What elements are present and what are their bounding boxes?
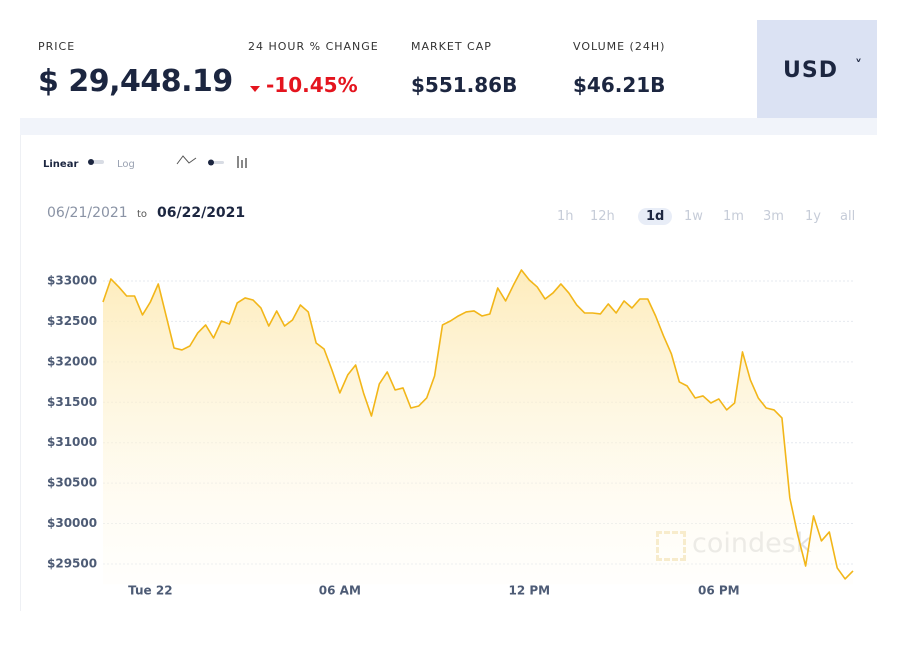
- x-tick-label: 06 PM: [698, 584, 740, 598]
- chevron: ˅: [855, 58, 863, 74]
- x-tick-label: 06 AM: [319, 584, 361, 598]
- y-tick-label: $31500: [47, 395, 97, 409]
- toggle[interactable]: [88, 159, 104, 165]
- date-sep: to: [137, 209, 148, 220]
- stat-label: PRICE: [38, 40, 76, 53]
- y-tick-label: $33000: [47, 273, 97, 287]
- y-tick-label: $32000: [47, 354, 97, 368]
- range-button[interactable]: all: [840, 209, 856, 224]
- x-tick-label: 12 PM: [509, 584, 551, 598]
- currency-select[interactable]: USD ˅: [757, 20, 877, 118]
- y-tick-label: $29500: [47, 556, 97, 570]
- stat-label: 24 HOUR % CHANGE: [248, 40, 379, 53]
- stat-value: $46.21B: [573, 73, 666, 97]
- stat-value: $551.86B: [411, 73, 518, 97]
- range-button[interactable]: 3m: [763, 209, 784, 224]
- down-arrow: [250, 86, 260, 92]
- x-tick-label: Tue 22: [128, 584, 172, 598]
- date-from: 06/21/2021: [47, 205, 128, 221]
- y-tick-label: $31000: [47, 435, 97, 449]
- y-tick-label: $30500: [47, 476, 97, 490]
- chart: $29500 $30000 $30500 $31000 $31500 $32000 $325…: [47, 269, 854, 598]
- range-button[interactable]: 1w: [684, 209, 703, 224]
- price-line: [102, 269, 854, 580]
- range-button[interactable]: 1y: [805, 209, 821, 224]
- separator-band: [20, 118, 877, 135]
- chart-type-icons[interactable]: [176, 152, 256, 172]
- scale-option[interactable]: Linear: [43, 159, 79, 170]
- currency: USD: [783, 58, 838, 83]
- stat-label: VOLUME (24H): [573, 40, 666, 53]
- y-tick-label: $30000: [47, 516, 97, 530]
- panel-border: [20, 135, 21, 611]
- range-button[interactable]: 1d: [638, 208, 673, 225]
- range-button[interactable]: 1m: [723, 209, 744, 224]
- scale-option[interactable]: Log: [117, 159, 135, 170]
- range-button[interactable]: 1h: [557, 209, 574, 224]
- stat-label: MARKET CAP: [411, 40, 492, 53]
- range-button[interactable]: 12h: [590, 209, 615, 224]
- area-fill: [103, 269, 853, 585]
- date-to: 06/22/2021: [157, 205, 246, 221]
- stat-value: -10.45%: [266, 73, 358, 97]
- y-tick-label: $32500: [47, 314, 97, 328]
- stat-value: $ 29,448.19: [38, 64, 233, 99]
